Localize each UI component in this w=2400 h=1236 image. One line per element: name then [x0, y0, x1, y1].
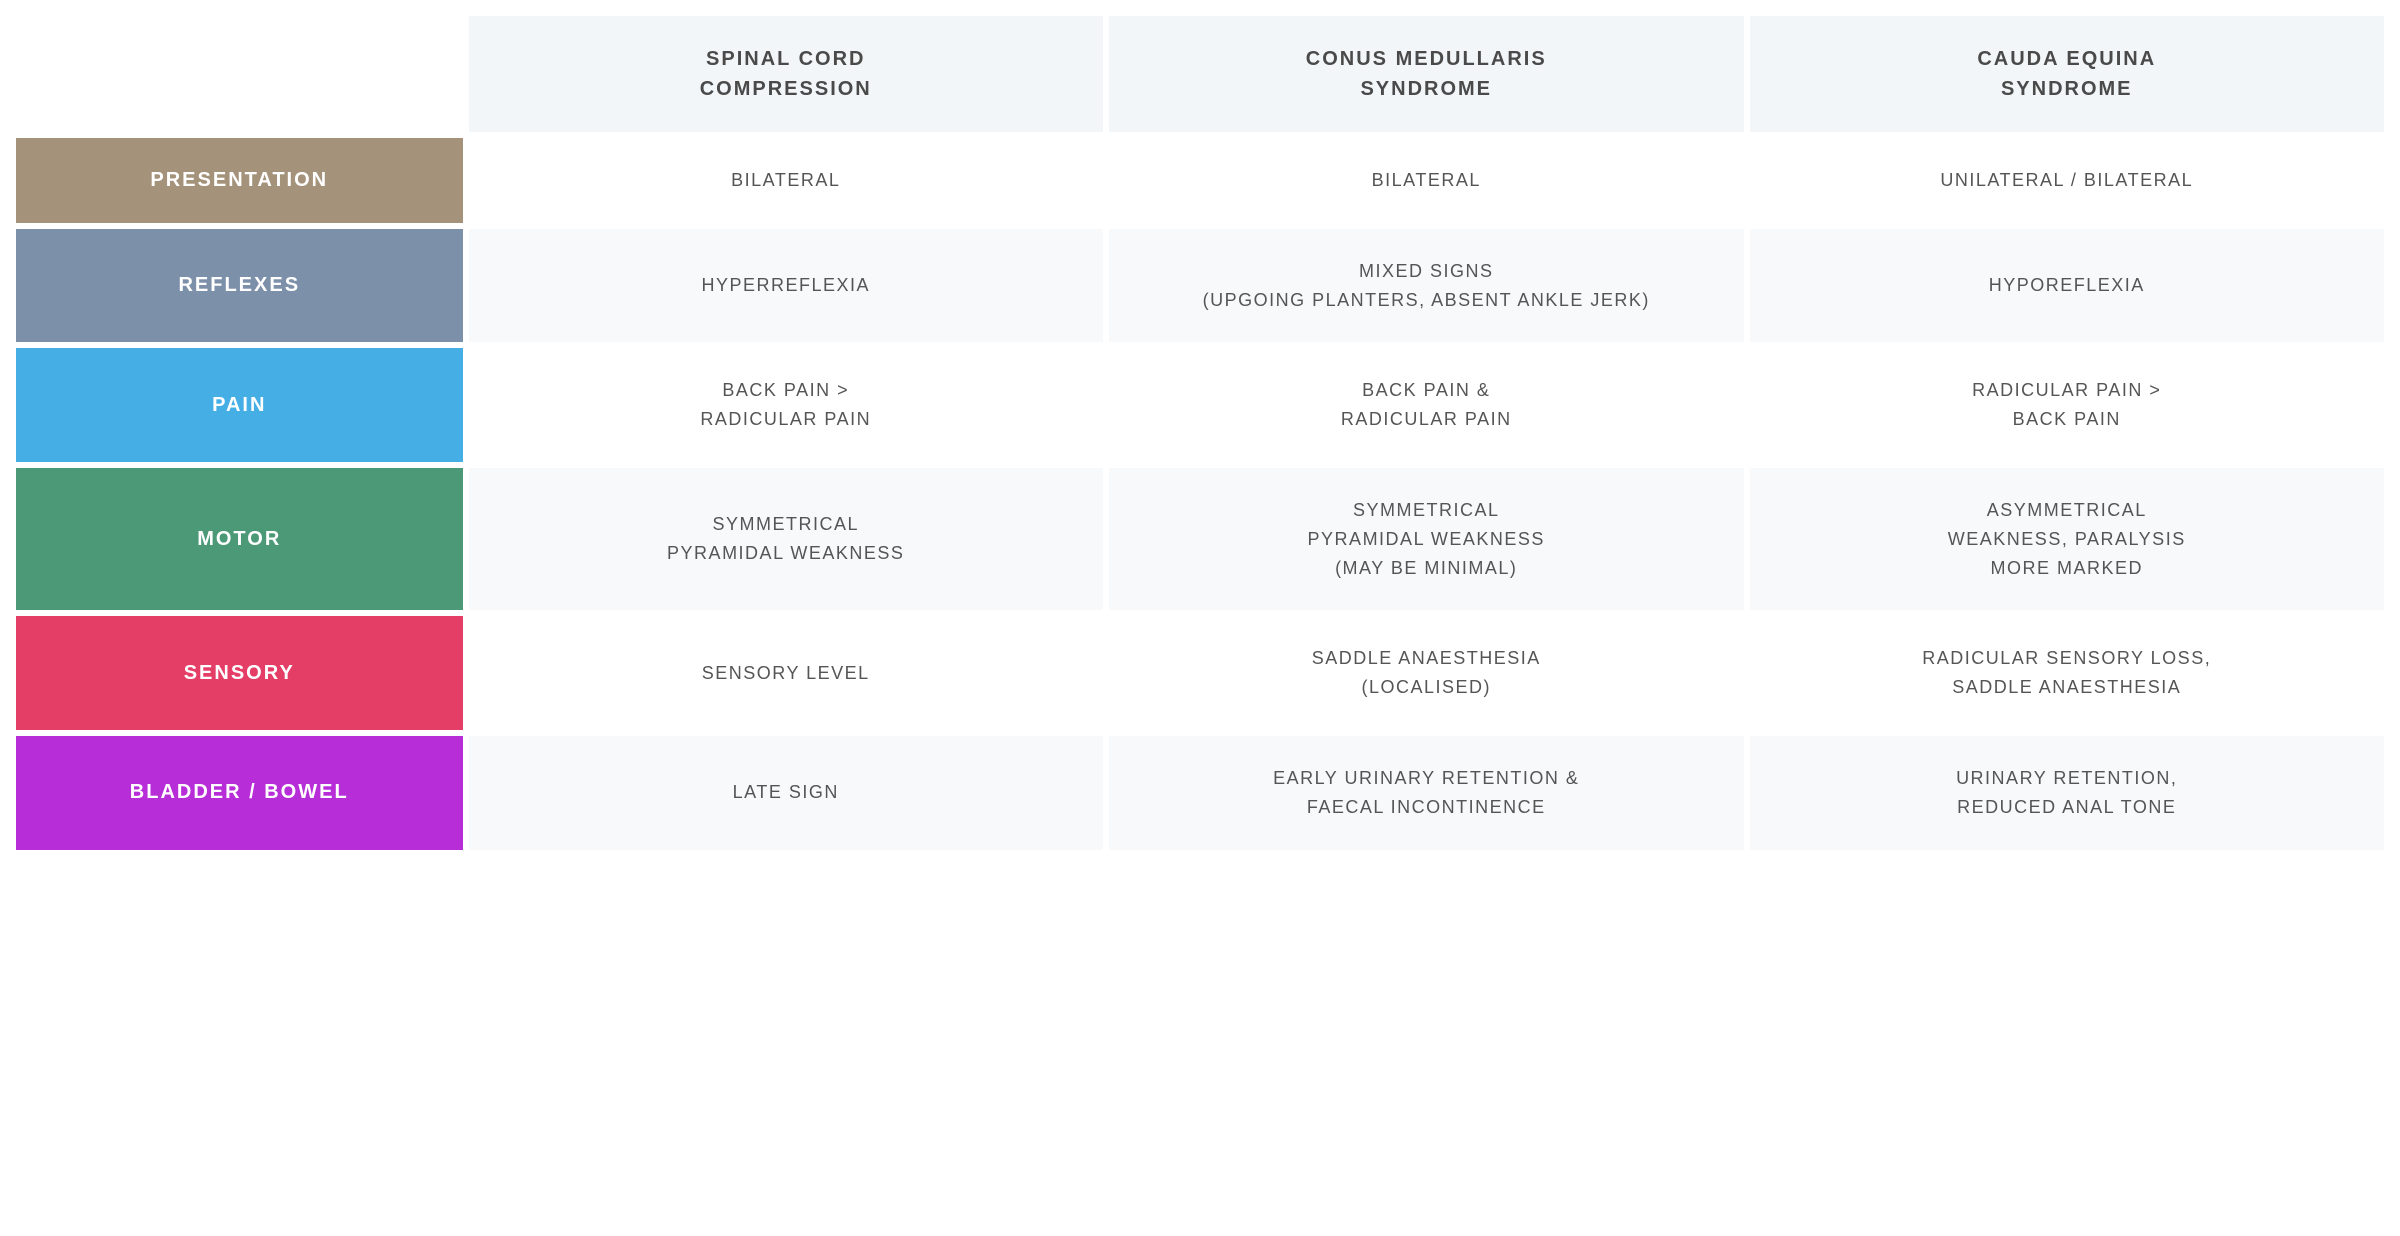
header-row: SPINAL CORDCOMPRESSION CONUS MEDULLARISS… [16, 16, 2384, 132]
text-line: BACK PAIN & [1129, 376, 1724, 405]
column-header: CAUDA EQUINASYNDROME [1750, 16, 2385, 132]
table-cell: ASYMMETRICALWEAKNESS, PARALYSISMORE MARK… [1750, 468, 2385, 610]
text-line: COMPRESSION [489, 74, 1084, 104]
table-row: PAINBACK PAIN >RADICULAR PAINBACK PAIN &… [16, 348, 2384, 462]
row-header: MOTOR [16, 468, 463, 610]
table-cell: MIXED SIGNS(UPGOING PLANTERS, ABSENT ANK… [1109, 229, 1744, 343]
text-line: BACK PAIN [1770, 405, 2365, 434]
text-line: (UPGOING PLANTERS, ABSENT ANKLE JERK) [1129, 286, 1724, 315]
table-cell: BACK PAIN >RADICULAR PAIN [469, 348, 1104, 462]
text-line: RADICULAR SENSORY LOSS, [1770, 644, 2365, 673]
text-line: (LOCALISED) [1129, 673, 1724, 702]
table-cell: BILATERAL [469, 138, 1104, 223]
table-row: REFLEXES HYPERREFLEXIA MIXED SIGNS(UPGOING… [16, 229, 2384, 343]
row-header: REFLEXES [16, 229, 463, 343]
text-line: BILATERAL [489, 166, 1084, 195]
text-line: PYRAMIDAL WEAKNESS [489, 539, 1084, 568]
table-row: PRESENTATION BILATERAL BILATERAL UNILATERAL… [16, 138, 2384, 223]
column-header: SPINAL CORDCOMPRESSION [469, 16, 1104, 132]
comparison-table-wrap: SPINAL CORDCOMPRESSION CONUS MEDULLARISS… [10, 10, 2390, 856]
table-cell: SENSORY LEVEL [469, 616, 1104, 730]
column-header: CONUS MEDULLARISSYNDROME [1109, 16, 1744, 132]
row-header: PRESENTATION [16, 138, 463, 223]
row-header: SENSORY [16, 616, 463, 730]
table-cell: SYMMETRICALPYRAMIDAL WEAKNESS [469, 468, 1104, 610]
text-line: CAUDA EQUINA [1770, 44, 2365, 74]
text-line: UNILATERAL / BILATERAL [1770, 166, 2365, 195]
text-line: MIXED SIGNS [1129, 257, 1724, 286]
text-line: LATE SIGN [489, 778, 1084, 807]
table-row: BLADDER / BOWEL LATE SIGN EARLY URINARY RE… [16, 736, 2384, 850]
text-line: SYNDROME [1770, 74, 2365, 104]
text-line: HYPOREFLEXIA [1770, 271, 2365, 300]
text-line: PYRAMIDAL WEAKNESS [1129, 525, 1724, 554]
table-cell: BACK PAIN &RADICULAR PAIN [1109, 348, 1744, 462]
text-line: EARLY URINARY RETENTION & [1129, 764, 1724, 793]
text-line: SYMMETRICAL [489, 510, 1084, 539]
text-line: SENSORY LEVEL [489, 659, 1084, 688]
text-line: SADDLE ANAESTHESIA [1129, 644, 1724, 673]
text-line: WEAKNESS, PARALYSIS [1770, 525, 2365, 554]
text-line: SADDLE ANAESTHESIA [1770, 673, 2365, 702]
table-row: MOTORSYMMETRICALPYRAMIDAL WEAKNESSSYMMET… [16, 468, 2384, 610]
table-cell: HYPERREFLEXIA [469, 229, 1104, 343]
text-line: BACK PAIN > [489, 376, 1084, 405]
text-line: SYNDROME [1129, 74, 1724, 104]
text-line: SPINAL CORD [489, 44, 1084, 74]
table-head: SPINAL CORDCOMPRESSION CONUS MEDULLARISS… [16, 16, 2384, 132]
table-body: PRESENTATION BILATERAL BILATERAL UNILATERAL… [16, 138, 2384, 850]
corner-cell [16, 16, 463, 132]
text-line: RADICULAR PAIN [1129, 405, 1724, 434]
table-cell: RADICULAR PAIN >BACK PAIN [1750, 348, 2385, 462]
text-line: REDUCED ANAL TONE [1770, 793, 2365, 822]
table-row: SENSORYSENSORY LEVELSADDLE ANAESTHESIA(L… [16, 616, 2384, 730]
text-line: ASYMMETRICAL [1770, 496, 2365, 525]
text-line: RADICULAR PAIN > [1770, 376, 2365, 405]
text-line: SYMMETRICAL [1129, 496, 1724, 525]
comparison-table: SPINAL CORDCOMPRESSION CONUS MEDULLARISS… [10, 10, 2390, 856]
table-cell: SADDLE ANAESTHESIA(LOCALISED) [1109, 616, 1744, 730]
table-cell: RADICULAR SENSORY LOSS,SADDLE ANAESTHESI… [1750, 616, 2385, 730]
table-cell: HYPOREFLEXIA [1750, 229, 2385, 343]
text-line: FAECAL INCONTINENCE [1129, 793, 1724, 822]
table-cell: BILATERAL [1109, 138, 1744, 223]
table-cell: EARLY URINARY RETENTION &FAECAL INCONTIN… [1109, 736, 1744, 850]
text-line: (MAY BE MINIMAL) [1129, 554, 1724, 583]
row-header: PAIN [16, 348, 463, 462]
text-line: RADICULAR PAIN [489, 405, 1084, 434]
text-line: URINARY RETENTION, [1770, 764, 2365, 793]
table-cell: URINARY RETENTION,REDUCED ANAL TONE [1750, 736, 2385, 850]
text-line: BILATERAL [1129, 166, 1724, 195]
table-cell: UNILATERAL / BILATERAL [1750, 138, 2385, 223]
table-cell: LATE SIGN [469, 736, 1104, 850]
row-header: BLADDER / BOWEL [16, 736, 463, 850]
text-line: MORE MARKED [1770, 554, 2365, 583]
table-cell: SYMMETRICALPYRAMIDAL WEAKNESS(MAY BE MIN… [1109, 468, 1744, 610]
text-line: HYPERREFLEXIA [489, 271, 1084, 300]
text-line: CONUS MEDULLARIS [1129, 44, 1724, 74]
